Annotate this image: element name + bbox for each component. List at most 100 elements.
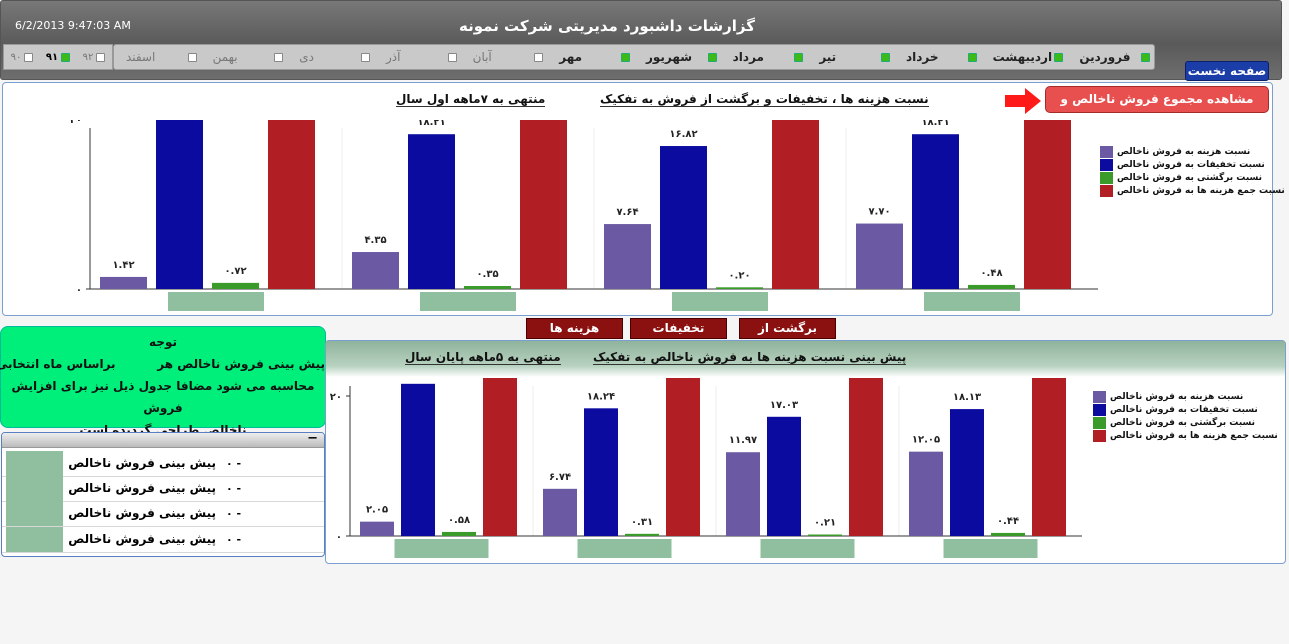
legend-swatch: [1100, 158, 1113, 171]
bar-value-label: ۱۸.۲۱: [921, 120, 949, 128]
year-item[interactable]: ۹۱: [40, 45, 76, 69]
category-label-box: [577, 539, 672, 558]
forecast-highlight-cell: [6, 501, 63, 526]
forecast-table-header: −: [2, 433, 324, 448]
year-item[interactable]: ۹۰: [4, 45, 40, 69]
chart1-legend: نسبت هزینه به فروش ناخالص نسبت تخفیفات به…: [1100, 145, 1285, 197]
category-label-box: [943, 539, 1038, 558]
chart2-subtitle: منتهی به ۵ماهه پایان سال: [405, 350, 561, 365]
tab-discounts[interactable]: تخفیفات فروش: [630, 318, 727, 354]
forecast-row-value: ۰ -: [226, 482, 242, 495]
category-label-box: [672, 292, 768, 311]
forecast-row-value: ۰ -: [226, 533, 242, 546]
header-bar: 6/2/2013 9:47:03 AM گزارشات داشبورد مدیر…: [0, 0, 1282, 80]
month-item[interactable]: فروردین: [1067, 45, 1154, 69]
forecast-row-value: ۰ -: [226, 457, 242, 470]
legend-item: نسبت جمع هزینه ها به فروش ناخالص: [1100, 184, 1285, 197]
month-item[interactable]: تیر: [807, 45, 894, 69]
category-label-box: [924, 292, 1020, 311]
note-title: توجه: [149, 335, 177, 349]
year-label: ۹۲: [82, 51, 94, 63]
note-line-1: پیش بینی فروش ناخالص هر براساس ماه انتخا…: [0, 357, 325, 371]
bar: [360, 521, 394, 536]
legend-label: نسبت جمع هزینه ها به فروش ناخالص: [1117, 185, 1285, 196]
bar: [212, 282, 259, 289]
legend-label: نسبت هزینه به فروش ناخالص: [1117, 146, 1251, 157]
month-item[interactable]: بهمن: [201, 45, 288, 69]
bar-value-label: ۰.۲۱: [814, 518, 836, 529]
legend-label: نسبت تخفیفات به فروش ناخالص: [1110, 404, 1258, 415]
year-item[interactable]: ۹۲: [76, 45, 112, 69]
forecast-row: پیش بینی فروش ناخالص ۰ -: [2, 501, 324, 527]
bar: [856, 223, 903, 289]
month-label: اسفند: [125, 50, 156, 64]
active-indicator-icon: [707, 52, 717, 62]
bar: [442, 531, 476, 536]
chart1: ۰۲۰۱.۴۲۴.۳۵۷.۶۴۷.۷۰۲۲.۰۶۱۸.۲۱۱۶.۸۲۱۸.۲۱۰…: [70, 120, 1098, 311]
forecast-row: پیش بینی فروش ناخالص ۰ -: [2, 527, 324, 553]
bar: [625, 533, 659, 536]
bar-value-label: ۰.۴۸: [980, 268, 1002, 279]
bar: [464, 286, 511, 289]
y-tick-label: ۰: [336, 532, 342, 543]
legend-label: نسبت برگشتی به فروش ناخالص: [1110, 417, 1256, 428]
category-label-box: [168, 292, 264, 311]
y-tick-label: ۲۰: [330, 392, 342, 403]
tab-returns[interactable]: برگشت از فروش: [739, 318, 836, 354]
month-label: آذر: [385, 50, 401, 64]
inactive-indicator-icon: [24, 52, 34, 62]
bar: [808, 534, 842, 536]
month-item[interactable]: مهر: [547, 45, 634, 69]
month-item[interactable]: اردیبهشت: [981, 45, 1068, 69]
view-total-sales-costs-button[interactable]: مشاهده مجموع فروش ناخالص و هزینه ها: [1045, 86, 1269, 131]
legend-item: نسبت تخفیفات به فروش ناخالص: [1093, 403, 1278, 416]
bar: [520, 120, 567, 289]
legend-item: نسبت تخفیفات به فروش ناخالص: [1100, 158, 1285, 171]
month-item[interactable]: اسفند: [114, 45, 201, 69]
bar-value-label: ۱۶.۸۲: [669, 129, 697, 140]
bar: [156, 120, 203, 290]
category-label-box: [760, 539, 855, 558]
month-item[interactable]: آذر: [374, 45, 461, 69]
bar-value-label: ۰.۳۵: [476, 269, 498, 280]
chart1-subtitle: منتهی به ۷ماهه اول سال: [396, 92, 546, 107]
bar: [726, 452, 760, 536]
note-box: توجه پیش بینی فروش ناخالص هر براساس ماه …: [0, 326, 326, 437]
legend-item: نسبت برگشتی به فروش ناخالص: [1093, 416, 1278, 429]
month-label: دی: [299, 50, 315, 64]
bar: [1032, 378, 1066, 536]
bar-value-label: ۰.۲۰: [728, 270, 750, 281]
month-label: مهر: [559, 50, 583, 64]
active-indicator-icon: [794, 52, 804, 62]
home-button[interactable]: صفحه نخست: [1185, 61, 1269, 81]
legend-label: نسبت هزینه به فروش ناخالص: [1110, 391, 1244, 402]
forecast-highlight-cell: [6, 476, 63, 501]
month-item[interactable]: دی: [287, 45, 374, 69]
year-label: ۹۰: [10, 51, 22, 63]
bar-value-label: ۷.۷۰: [868, 207, 890, 218]
legend-item: نسبت برگشتی به فروش ناخالص: [1100, 171, 1285, 184]
tab-costs[interactable]: هزینه ها: [526, 318, 623, 339]
bar-value-label: ۰.۳۱: [631, 517, 653, 528]
bar: [991, 532, 1025, 536]
active-indicator-icon: [61, 52, 71, 62]
month-item[interactable]: خرداد: [894, 45, 981, 69]
forecast-row: پیش بینی فروش ناخالص ۰ -: [2, 451, 324, 477]
collapse-icon[interactable]: −: [307, 432, 318, 446]
bar: [100, 276, 147, 289]
legend-label: نسبت جمع هزینه ها به فروش ناخالص: [1110, 430, 1278, 441]
chart2-header-band: [326, 341, 1285, 377]
inactive-indicator-icon: [187, 52, 197, 62]
arrow-icon: [1005, 88, 1041, 114]
bar: [483, 378, 517, 536]
bar-value-label: ۱۸.۲۱: [417, 120, 445, 128]
bar-value-label: ۱۲.۰۵: [912, 435, 940, 446]
legend-item: نسبت هزینه به فروش ناخالص: [1093, 390, 1278, 403]
bar-value-label: ۰.۴۴: [997, 516, 1019, 527]
inactive-indicator-icon: [447, 52, 457, 62]
month-item[interactable]: مرداد: [721, 45, 808, 69]
forecast-highlight-cell: [6, 527, 63, 552]
month-item[interactable]: شهریور: [634, 45, 721, 69]
month-item[interactable]: آبان: [461, 45, 548, 69]
forecast-row-label: پیش بینی فروش ناخالص: [68, 456, 216, 470]
